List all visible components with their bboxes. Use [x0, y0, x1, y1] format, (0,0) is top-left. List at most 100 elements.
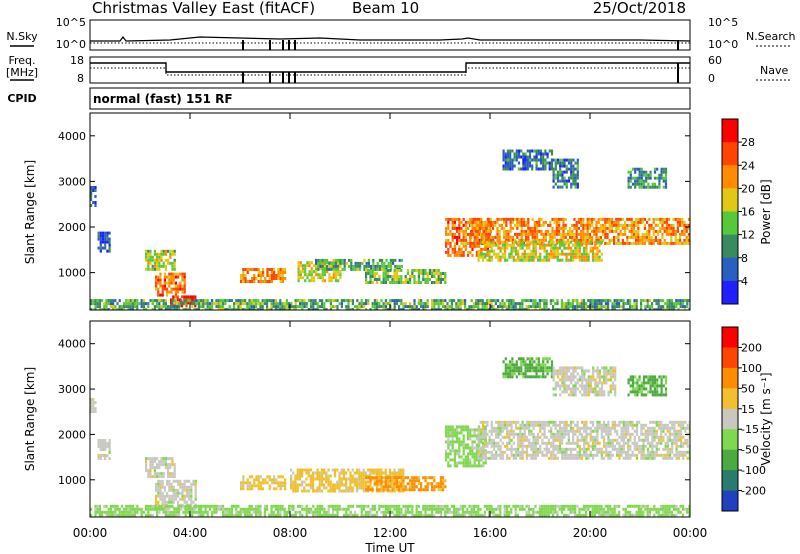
power-cell — [439, 299, 442, 303]
velocity-cell — [369, 476, 372, 480]
velocity-cell — [389, 485, 392, 489]
velocity-cell — [635, 429, 639, 433]
power-cell — [189, 299, 192, 303]
power-cell — [490, 240, 493, 244]
power-cell — [194, 304, 197, 308]
power-cell — [365, 302, 368, 306]
power-cell — [617, 226, 620, 230]
velocity-cell — [158, 463, 161, 467]
power-cell — [570, 164, 573, 168]
power-cell — [497, 299, 500, 303]
velocity-cell — [331, 483, 334, 487]
velocity-cell — [340, 471, 343, 475]
power-cell — [664, 173, 668, 177]
power-cell — [569, 229, 572, 233]
velocity-cell — [658, 375, 661, 379]
velocity-cell — [194, 488, 197, 492]
power-cell — [334, 273, 338, 277]
velocity-cell — [644, 456, 647, 460]
power-cell — [270, 305, 273, 309]
velocity-cell — [499, 426, 502, 430]
power-cell — [501, 299, 504, 303]
velocity-cell — [506, 447, 509, 451]
power-cell — [395, 269, 398, 272]
velocity-cell — [305, 471, 308, 475]
velocity-cell — [185, 494, 188, 498]
power-cell — [478, 229, 481, 233]
power-cell — [532, 302, 535, 306]
velocity-cell — [497, 441, 500, 445]
power-cell — [575, 220, 578, 224]
power-cell — [516, 232, 519, 236]
velocity-cell — [589, 444, 592, 448]
power-cell — [511, 149, 514, 153]
velocity-cell — [492, 429, 496, 433]
velocity-cell — [519, 444, 522, 448]
power-cell — [653, 182, 657, 186]
power-cell — [526, 149, 529, 153]
velocity-cell — [393, 471, 396, 475]
power-cell — [507, 217, 510, 221]
power-cell — [574, 182, 577, 186]
velocity-cell — [242, 481, 245, 485]
velocity-cell — [268, 475, 271, 479]
power-cell — [426, 272, 429, 275]
power-cell — [580, 302, 583, 306]
velocity-cell — [609, 432, 612, 436]
power-cell — [270, 268, 273, 271]
velocity-cell — [380, 468, 383, 472]
velocity-cell — [437, 488, 440, 492]
power-cell — [479, 252, 482, 256]
power-cell — [647, 176, 650, 180]
power-cell — [297, 267, 300, 271]
power-cell — [569, 302, 572, 306]
power-cell — [545, 299, 548, 303]
velocity-cell — [688, 426, 690, 430]
power-cell — [321, 258, 324, 262]
power-cell — [337, 261, 340, 265]
velocity-cell — [393, 482, 396, 486]
power-cell — [657, 229, 660, 233]
power-cell — [670, 299, 673, 303]
power-cell — [367, 272, 370, 275]
velocity-cell — [666, 453, 669, 457]
power-cell — [160, 252, 163, 256]
power-cell — [444, 275, 447, 278]
power-cell — [602, 217, 605, 221]
power-cell — [453, 247, 456, 251]
power-cell — [394, 258, 397, 262]
power-cell — [475, 302, 478, 306]
velocity-cell — [398, 485, 401, 489]
velocity-cell — [686, 456, 689, 460]
velocity-cell — [242, 478, 245, 482]
power-cell — [251, 280, 254, 283]
velocity-cell — [607, 453, 610, 457]
velocity-cell — [273, 478, 276, 482]
velocity-cell — [395, 474, 398, 478]
power-cell — [552, 173, 555, 177]
velocity-cell — [101, 445, 105, 448]
velocity-cell — [164, 460, 167, 464]
velocity-cell — [605, 432, 608, 436]
power-cell — [580, 299, 583, 303]
power-cell — [621, 238, 624, 242]
power-cell — [503, 217, 506, 221]
power-cell — [183, 275, 186, 279]
power-cell — [261, 302, 264, 306]
power-cell — [519, 305, 522, 309]
power-cell — [630, 217, 633, 221]
velocity-cell — [635, 441, 639, 445]
velocity-cell — [533, 375, 536, 379]
power-cell — [147, 249, 150, 253]
power-cell — [151, 255, 154, 259]
power-cell — [527, 232, 530, 236]
power-cell — [648, 305, 651, 309]
power-cell — [572, 182, 575, 186]
power-cell — [569, 232, 572, 236]
power-cell — [582, 232, 585, 236]
velocity-cell — [563, 453, 566, 457]
power-cell — [564, 217, 567, 221]
velocity-cell — [558, 450, 562, 454]
power-cell — [621, 223, 624, 227]
power-cell — [372, 258, 375, 262]
